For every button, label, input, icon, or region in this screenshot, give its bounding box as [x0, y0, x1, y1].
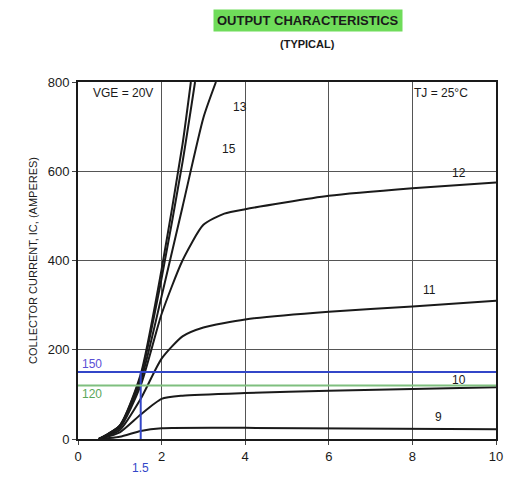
svg-text:0: 0	[74, 449, 81, 464]
svg-text:120: 120	[82, 387, 102, 401]
svg-text:600: 600	[48, 164, 70, 179]
svg-text:15: 15	[222, 142, 236, 156]
svg-text:150: 150	[82, 357, 102, 371]
svg-text:1.5: 1.5	[132, 461, 149, 475]
svg-text:13: 13	[233, 100, 247, 114]
svg-text:COLLECTOR CURRENT, IC, (AMPERE: COLLECTOR CURRENT, IC, (AMPERES)	[27, 157, 39, 364]
svg-text:400: 400	[48, 253, 70, 268]
svg-text:11: 11	[423, 283, 436, 297]
svg-text:12: 12	[452, 166, 466, 180]
svg-text:0: 0	[62, 432, 69, 447]
svg-text:2: 2	[158, 449, 165, 464]
svg-text:6: 6	[325, 449, 332, 464]
svg-text:(TYPICAL): (TYPICAL)	[280, 38, 335, 50]
svg-text:VGE = 20V: VGE = 20V	[93, 86, 153, 100]
svg-text:800: 800	[48, 75, 70, 90]
svg-text:TJ = 25°C: TJ = 25°C	[414, 86, 468, 100]
svg-text:OUTPUT CHARACTERISTICS: OUTPUT CHARACTERISTICS	[217, 13, 399, 28]
svg-text:200: 200	[48, 342, 70, 357]
svg-text:4: 4	[242, 449, 249, 464]
svg-text:10: 10	[452, 373, 466, 387]
svg-text:9: 9	[435, 410, 442, 424]
svg-text:8: 8	[409, 449, 416, 464]
svg-text:10: 10	[489, 449, 503, 464]
